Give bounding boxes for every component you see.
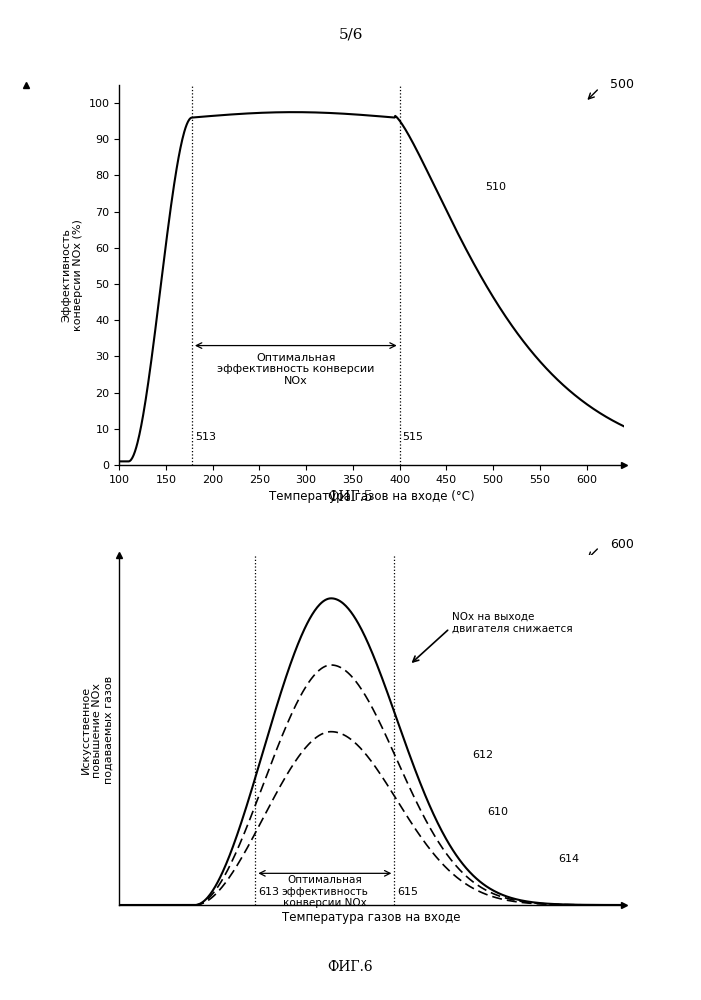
Text: 5/6: 5/6: [339, 28, 362, 42]
Text: 615: 615: [397, 887, 418, 897]
Y-axis label: Эффективность
конверсии NOx (%): Эффективность конверсии NOx (%): [61, 219, 83, 331]
Text: NOx на выходе
двигателя снижается: NOx на выходе двигателя снижается: [452, 612, 573, 633]
Text: 510: 510: [486, 182, 507, 192]
Text: 614: 614: [558, 854, 580, 864]
Text: 613: 613: [258, 887, 279, 897]
X-axis label: Температура газов на входе: Температура газов на входе: [283, 911, 461, 924]
Text: Оптимальная
эффективность конверсии
NOx: Оптимальная эффективность конверсии NOx: [217, 353, 374, 386]
Text: ФИГ.6: ФИГ.6: [327, 960, 374, 974]
Text: 610: 610: [488, 807, 509, 817]
Text: ФИГ.5: ФИГ.5: [327, 490, 374, 504]
Text: 500: 500: [610, 79, 634, 92]
Y-axis label: Искусственное
повышение NOx
подаваемых газов: Искусственное повышение NOx подаваемых г…: [81, 676, 114, 784]
X-axis label: Температура газов на входе (°С): Температура газов на входе (°С): [268, 490, 475, 503]
Text: 513: 513: [195, 432, 216, 442]
Text: 515: 515: [402, 432, 423, 442]
Text: 600: 600: [610, 538, 634, 552]
Text: 612: 612: [472, 750, 494, 760]
Text: Оптимальная
эффективность
конверсии NOx: Оптимальная эффективность конверсии NOx: [281, 875, 368, 908]
